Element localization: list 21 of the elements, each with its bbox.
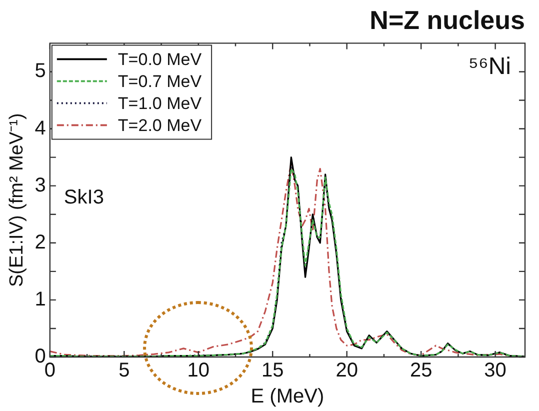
y-tick-label: 1 (34, 288, 46, 310)
annotation: ⁵⁶Ni (468, 52, 511, 80)
y-tick-label: 2 (34, 231, 46, 254)
annotation: SkI3 (64, 186, 104, 209)
x-tick-label: 30 (484, 360, 506, 382)
x-tick-label: 5 (118, 360, 130, 382)
x-tick-label: 20 (336, 360, 358, 382)
chart-title: N=Z nucleus (370, 4, 525, 35)
legend-label: T=0.7 MeV (118, 72, 202, 91)
legend-label: T=0.0 MeV (118, 50, 202, 69)
x-tick-label: 25 (410, 360, 432, 382)
y-tick-label: 5 (34, 60, 46, 82)
x-tick-label: 15 (261, 360, 284, 382)
y-tick-label: 0 (34, 346, 46, 368)
y-tick-label: 4 (34, 117, 46, 140)
legend-label: T=1.0 MeV (118, 94, 202, 113)
y-axis-title: S(E1:IV) (fm² MeV⁻¹) (6, 113, 28, 288)
y-tick-label: 3 (34, 174, 46, 196)
legend-label: T=2.0 MeV (118, 116, 202, 135)
x-tick-label: 10 (187, 360, 210, 382)
x-axis-title: E (MeV) (250, 386, 324, 408)
